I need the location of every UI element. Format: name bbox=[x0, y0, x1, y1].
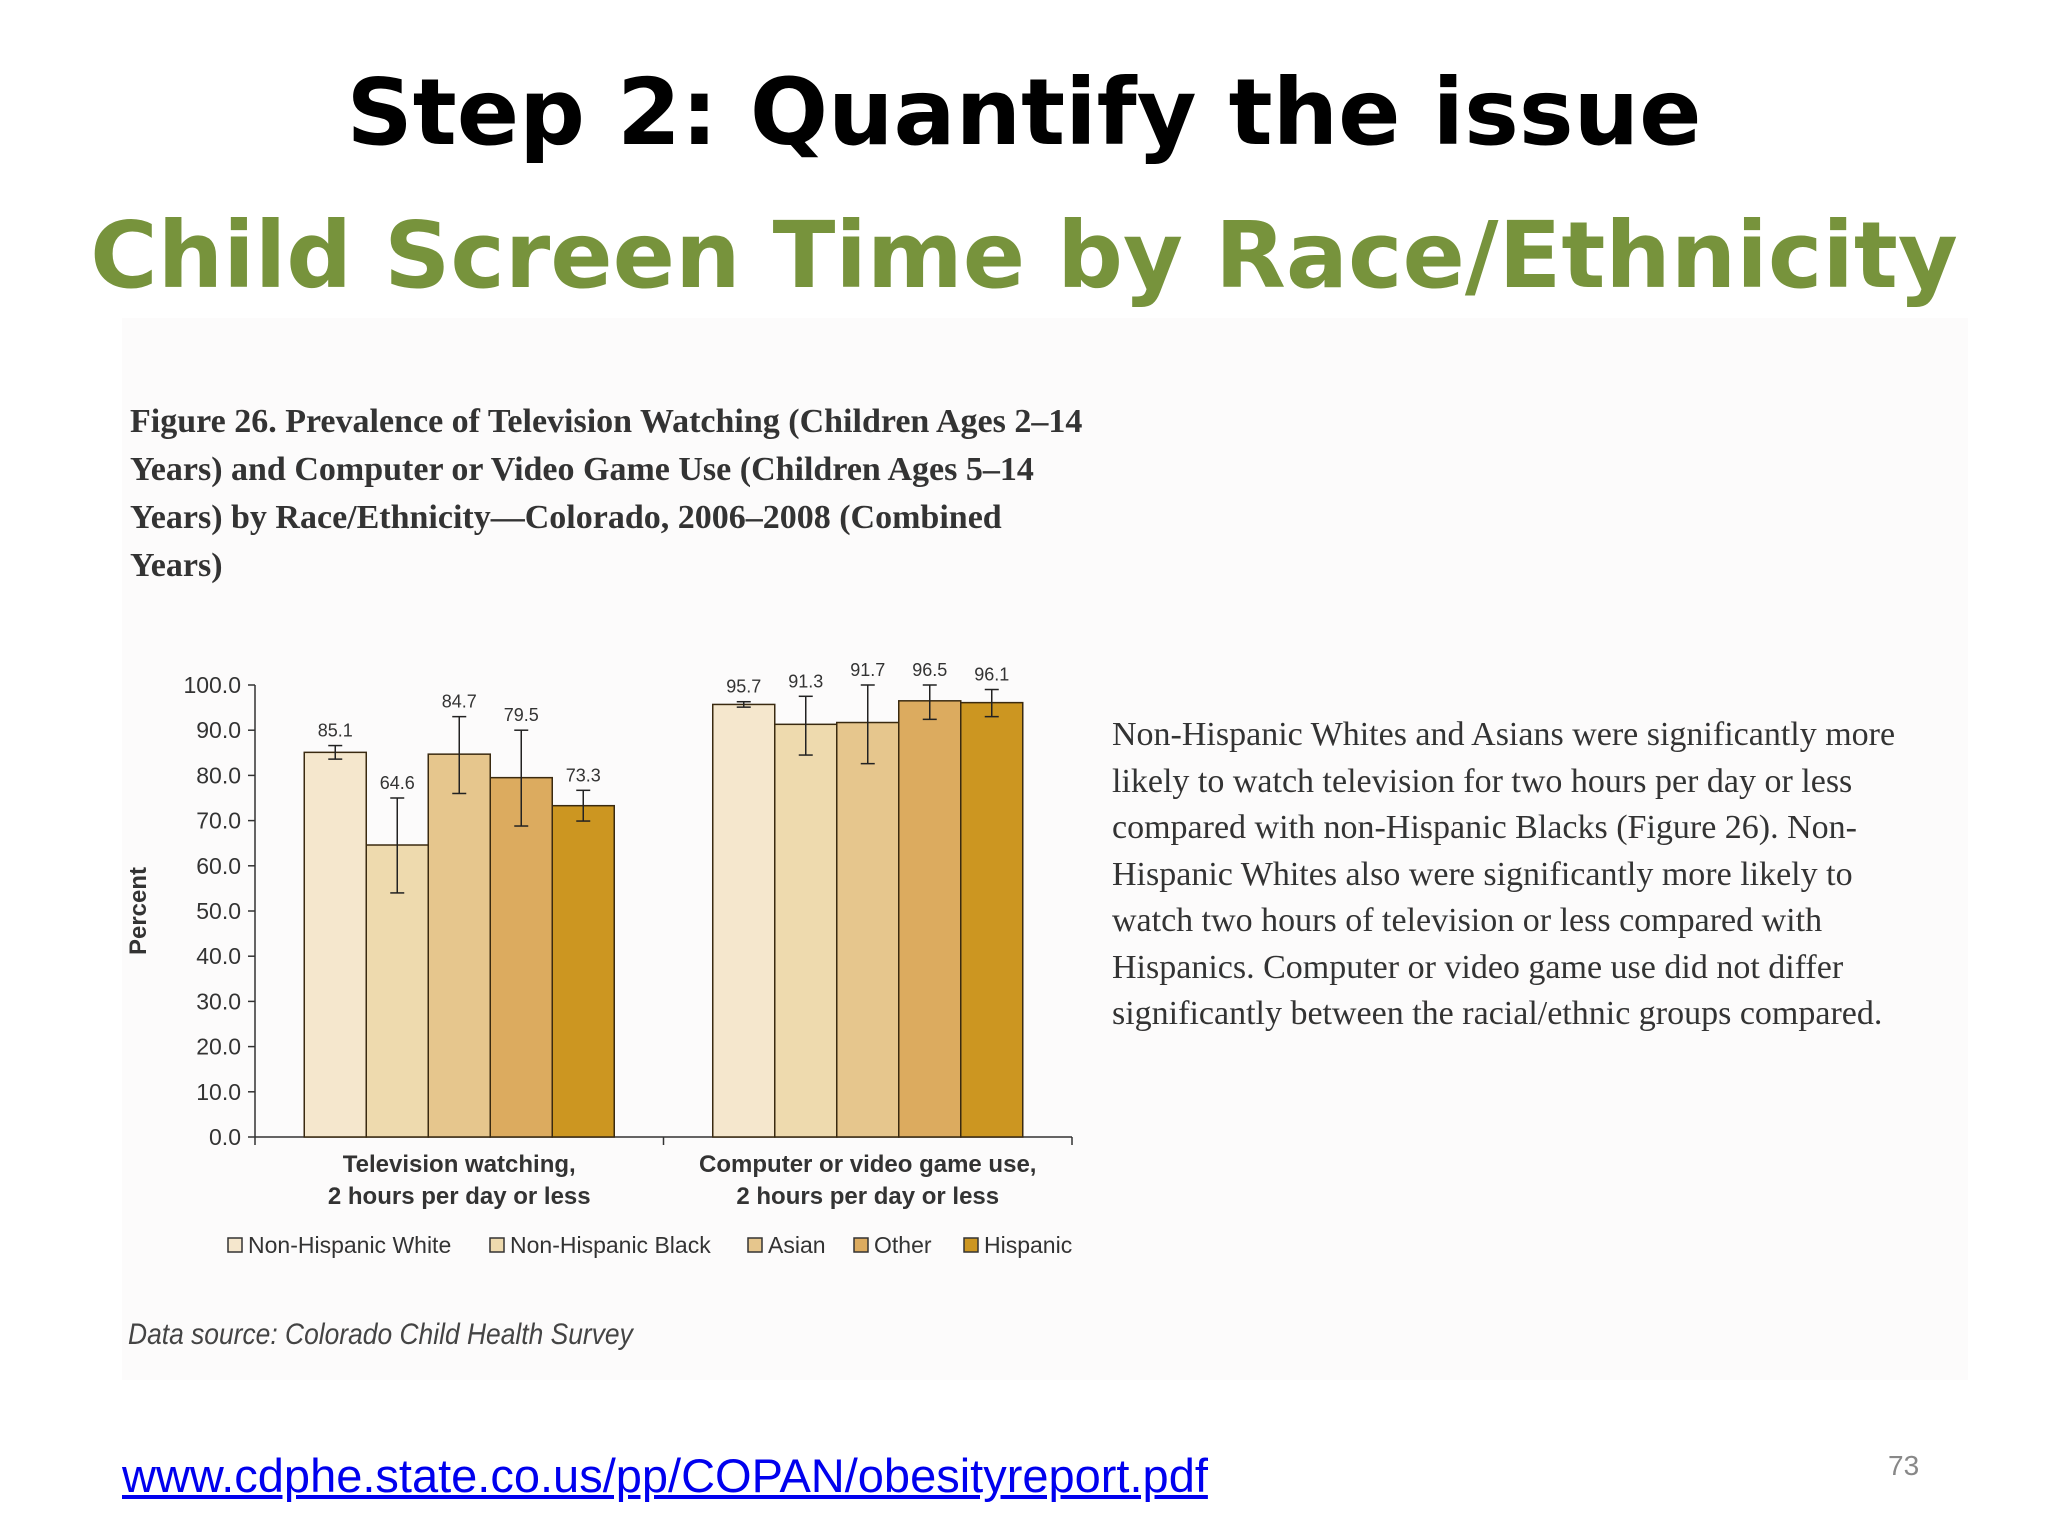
bar bbox=[898, 700, 962, 1138]
legend-swatch bbox=[227, 1237, 243, 1253]
slide-title: Step 2: Quantify the issue bbox=[346, 59, 1702, 166]
y-axis-title: Percent bbox=[125, 867, 152, 955]
bar bbox=[489, 776, 553, 1138]
page-number: 73 bbox=[1888, 1450, 1920, 1481]
data-label: 95.7 bbox=[726, 677, 761, 697]
figure-caption: Figure 26. Prevalence of Television Watc… bbox=[130, 403, 1083, 584]
data-label: 91.3 bbox=[788, 671, 823, 691]
bar bbox=[365, 844, 429, 1138]
data-label: 64.6 bbox=[380, 773, 415, 793]
data-source-note: Data source: Colorado Child Health Surve… bbox=[128, 1318, 633, 1351]
legend-swatch bbox=[747, 1237, 763, 1253]
y-tick-label: 90.0 bbox=[196, 717, 241, 743]
bar bbox=[551, 804, 615, 1138]
y-tick-label: 0.0 bbox=[209, 1124, 241, 1150]
legend-label: Non-Hispanic Black bbox=[510, 1232, 711, 1258]
data-label: 91.7 bbox=[850, 660, 885, 680]
y-tick-label: 70.0 bbox=[196, 808, 241, 834]
y-tick-label: 100.0 bbox=[183, 672, 241, 698]
bar bbox=[774, 723, 838, 1138]
legend-swatch bbox=[489, 1237, 505, 1253]
data-label: 85.1 bbox=[318, 721, 353, 741]
legend-swatch bbox=[853, 1237, 869, 1253]
y-tick-label: 80.0 bbox=[196, 762, 241, 788]
data-label: 96.5 bbox=[912, 660, 947, 680]
legend-label: Hispanic bbox=[984, 1232, 1072, 1258]
data-label: 79.5 bbox=[504, 705, 539, 725]
legend-swatch bbox=[963, 1237, 979, 1253]
legend-label: Non-Hispanic White bbox=[248, 1232, 451, 1258]
y-tick-label: 20.0 bbox=[196, 1034, 241, 1060]
y-tick-label: 30.0 bbox=[196, 988, 241, 1014]
y-tick-label: 60.0 bbox=[196, 853, 241, 879]
y-tick-label: 10.0 bbox=[196, 1079, 241, 1105]
bar bbox=[303, 751, 367, 1138]
x-tick-label: Computer or video game use, bbox=[699, 1151, 1036, 1178]
data-label: 84.7 bbox=[442, 692, 477, 712]
bar bbox=[960, 701, 1024, 1138]
y-tick-label: 50.0 bbox=[196, 898, 241, 924]
legend-label: Asian bbox=[768, 1232, 826, 1258]
slide-subtitle: Child Screen Time by Race/Ethnicity bbox=[90, 202, 1958, 309]
body-text: Non-Hispanic Whites and Asians were sign… bbox=[1112, 716, 1896, 1032]
bar bbox=[427, 753, 491, 1138]
source-link[interactable]: www.cdphe.state.co.us/pp/COPAN/obesityre… bbox=[122, 1449, 1208, 1502]
data-label: 96.1 bbox=[974, 665, 1009, 685]
data-label: 73.3 bbox=[566, 765, 601, 785]
bar-chart: 0.0 10.0 20.0 30.0 40.0 50.0 60.0 70.0 80.0 90.0 1… bbox=[125, 660, 1073, 1258]
bar bbox=[712, 703, 776, 1138]
legend-label: Other bbox=[874, 1232, 932, 1258]
y-tick-label: 40.0 bbox=[196, 943, 241, 969]
x-tick-label: 2 hours per day or less bbox=[328, 1183, 591, 1210]
x-tick-label: 2 hours per day or less bbox=[736, 1183, 999, 1210]
x-tick-label: Television watching, bbox=[343, 1151, 576, 1178]
bar bbox=[836, 721, 900, 1138]
